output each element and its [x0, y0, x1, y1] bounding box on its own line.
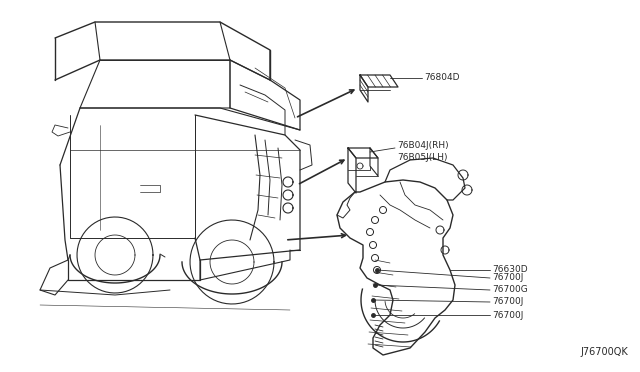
Text: 76700J: 76700J: [492, 311, 524, 320]
Text: 76B04J(RH): 76B04J(RH): [397, 141, 449, 150]
Text: 76B05J(LH): 76B05J(LH): [397, 153, 447, 161]
Text: 76804D: 76804D: [424, 74, 460, 83]
Text: 76700J: 76700J: [492, 273, 524, 282]
Text: 76700J: 76700J: [492, 298, 524, 307]
Text: 76630D: 76630D: [492, 266, 527, 275]
Text: J76700QK: J76700QK: [580, 347, 628, 357]
Text: 76700G: 76700G: [492, 285, 528, 295]
